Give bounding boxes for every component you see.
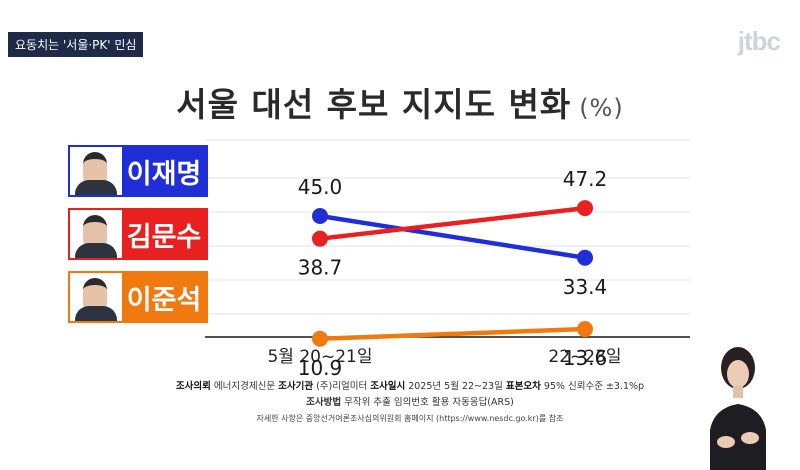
candidate-label: 이준석 [68, 271, 208, 323]
data-point [577, 200, 593, 217]
data-point [577, 321, 593, 338]
data-label: 33.4 [563, 275, 608, 299]
chart-title-text: 서울 대선 후보 지지도 변화 [176, 85, 572, 124]
data-label: 10.9 [298, 356, 343, 380]
survey-value-3: 95% 신뢰수준 ±3.1%p [540, 381, 645, 392]
survey-footnote: 자세한 사항은 중앙선거여론조사심의위원회 홈페이지 (https://www.… [256, 414, 564, 423]
series-line [319, 205, 586, 241]
survey-method-label: 조사방법 [306, 397, 342, 408]
data-label: 45.0 [298, 175, 343, 199]
survey-method-value: 무작위 추출 임의번호 활용 자동응답(ARS) [344, 397, 514, 408]
series-line [319, 213, 586, 260]
news-topic-tag: 요동치는 '서울·PK' 민심 [8, 32, 144, 57]
data-label: 13.6 [563, 346, 608, 370]
survey-value-1: (주)리얼미터 [313, 381, 371, 392]
jtbc-logo: jtbc [737, 26, 781, 56]
survey-label-1: 조사기관 [278, 381, 314, 392]
candidate-photo [70, 210, 122, 258]
candidate-name: 김문수 [122, 210, 206, 258]
candidate-name: 이재명 [122, 147, 206, 195]
survey-value-2: 2025년 5월 22~23일 [405, 381, 506, 392]
x-tick-label: 5월 20~21일 [267, 347, 372, 367]
x-tick-label: 22~23일 [548, 347, 621, 367]
candidate-photo [70, 147, 122, 195]
data-point [312, 208, 328, 224]
candidate-name: 이준석 [122, 273, 206, 321]
chart-unit: (%) [579, 94, 624, 122]
data-point [577, 249, 593, 266]
survey-label-2: 조사일시 [370, 381, 406, 392]
candidate-label: 김문수 [68, 208, 208, 260]
series-line [319, 326, 586, 342]
data-label: 47.2 [563, 167, 608, 191]
chart-title: 서울 대선 후보 지지도 변화 (%) [0, 78, 800, 126]
data-label: 38.7 [298, 256, 343, 280]
survey-line-1: 조사의뢰 에너지경제신문 조사기관 (주)리얼미터 조사일시 2025년 5월 … [150, 378, 670, 392]
sign-language-interpreter [710, 347, 766, 470]
survey-label-0: 조사의뢰 [175, 381, 211, 392]
survey-line-2: 조사방법 무작위 추출 임의번호 활용 자동응답(ARS) [150, 394, 670, 408]
candidate-photo [70, 273, 122, 321]
survey-label-3: 표본오차 [505, 381, 541, 392]
candidate-label: 이재명 [68, 145, 208, 197]
data-point [312, 330, 328, 347]
data-point [312, 230, 328, 247]
survey-value-0: 에너지경제신문 [210, 381, 279, 392]
